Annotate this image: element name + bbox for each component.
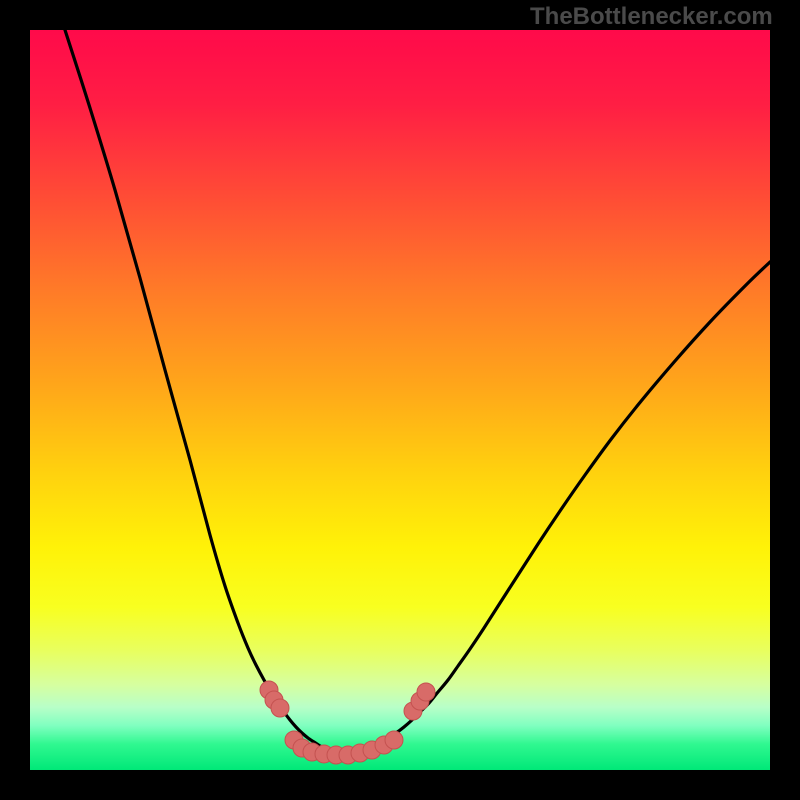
curve-marker xyxy=(385,731,403,749)
curve-marker xyxy=(417,683,435,701)
bottleneck-curve xyxy=(65,30,770,752)
curve-marker xyxy=(271,699,289,717)
chart-overlay xyxy=(0,0,800,800)
watermark-text: TheBottlenecker.com xyxy=(530,3,773,31)
